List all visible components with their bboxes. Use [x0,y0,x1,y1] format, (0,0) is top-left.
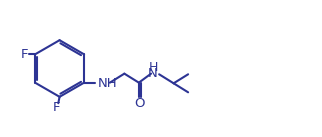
Text: NH: NH [98,77,117,90]
Text: N: N [148,67,158,80]
Text: F: F [21,48,28,61]
Text: F: F [52,101,60,114]
Text: O: O [135,97,145,110]
Text: H: H [148,61,158,74]
